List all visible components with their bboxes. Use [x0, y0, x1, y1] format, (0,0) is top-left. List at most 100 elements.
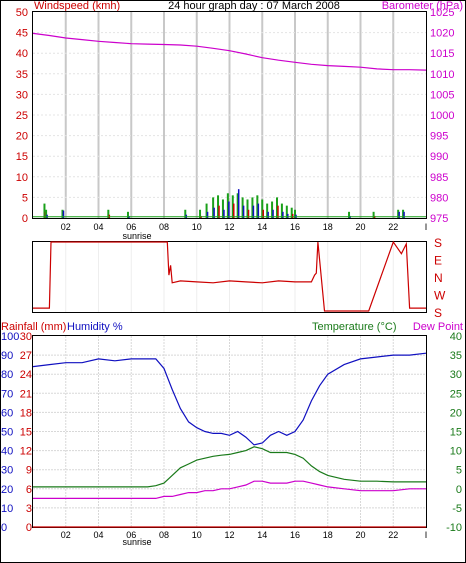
humidity-tick-label: 10: [1, 503, 13, 515]
humidity-tick-label: 90: [1, 350, 13, 362]
humidity-tick-label: 50: [1, 427, 13, 439]
temperature-tick-label: -5: [452, 503, 462, 515]
rain-tick-label: 21: [20, 388, 32, 400]
temperature-tick-label: 20: [450, 407, 462, 419]
wind-tick-label: 40: [16, 48, 28, 60]
time-tick-label: 14: [257, 530, 267, 540]
rain-tick-label: 24: [20, 369, 32, 381]
time-tick-label: 12: [224, 222, 234, 232]
humidity-tick-label: 20: [1, 484, 13, 496]
time-tick-label: 04: [93, 222, 103, 232]
baro-axis-title: Barometer (hPa): [382, 0, 463, 12]
time-tick-label: 06: [126, 530, 136, 540]
wind-tick-label: 10: [16, 172, 28, 184]
time-tick-label: I: [425, 222, 428, 232]
baro-tick-label: 1010: [430, 69, 454, 81]
humidity-tick-label: 40: [1, 446, 13, 458]
time-tick-label: 16: [290, 530, 300, 540]
temperature-tick-label: -10: [446, 522, 462, 534]
baro-tick-label: 1020: [430, 28, 454, 40]
humidity-axis-title: Humidity %: [67, 321, 123, 333]
wind-tick-label: 35: [16, 69, 28, 81]
humidity-tick-label: 60: [1, 407, 13, 419]
humidity-tick-label: 0: [1, 522, 7, 534]
baro-tick-label: 1015: [430, 48, 454, 60]
rain-tick-label: 30: [20, 331, 32, 343]
temperature-tick-label: 15: [450, 427, 462, 439]
time-tick-label: 02: [61, 530, 71, 540]
baro-tick-label: 1025: [430, 7, 454, 19]
humidity-tick-label: 80: [1, 369, 13, 381]
temperature-tick-label: 35: [450, 350, 462, 362]
baro-tick-label: 1000: [430, 110, 454, 122]
graph-title: 24 hour graph day : 07 March 2008: [168, 0, 340, 12]
rain-tick-label: 6: [26, 484, 32, 496]
rain-tick-label: 27: [20, 350, 32, 362]
time-tick-label: 14: [257, 222, 267, 232]
baro-tick-label: 975: [430, 213, 448, 225]
time-tick-label: 04: [93, 530, 103, 540]
humidity-tick-label: 100: [1, 331, 19, 343]
temperature-tick-label: 5: [456, 465, 462, 477]
dewpoint-line: [33, 480, 426, 499]
temperature-tick-label: 40: [450, 331, 462, 343]
sunrise-label-bottom: sunrise: [122, 537, 151, 547]
temperature-tick-label: 25: [450, 388, 462, 400]
baro-tick-label: 995: [430, 131, 448, 143]
temperature-tick-label: 0: [456, 484, 462, 496]
humidity-line: [32, 352, 427, 446]
wind-axis-title: Windspeed (kmh): [34, 0, 120, 12]
time-tick-label: 16: [290, 222, 300, 232]
sunrise-label-top: sunrise: [122, 231, 151, 241]
direction-tick-label: S: [434, 236, 442, 250]
rainfall-axis-title: Rainfall (mm): [1, 321, 66, 333]
time-tick-label: 10: [192, 530, 202, 540]
direction-line: [33, 240, 426, 312]
wind-tick-label: 0: [22, 213, 28, 225]
time-tick-label: I: [425, 530, 428, 540]
time-tick-label: 22: [388, 530, 398, 540]
direction-tick-label: E: [434, 254, 442, 268]
time-tick-label: 10: [192, 222, 202, 232]
time-tick-label: 18: [323, 530, 333, 540]
humidity-tick-label: 30: [1, 465, 13, 477]
temperature-line: [33, 446, 426, 488]
rain-tick-label: 18: [20, 407, 32, 419]
rain-tick-label: 3: [26, 503, 32, 515]
wind-tick-label: 45: [16, 28, 28, 40]
time-tick-label: 20: [355, 222, 365, 232]
baro-tick-label: 985: [430, 172, 448, 184]
wind-tick-label: 50: [16, 7, 28, 19]
time-tick-label: 08: [159, 530, 169, 540]
time-tick-label: 22: [388, 222, 398, 232]
wind-tick-label: 30: [16, 89, 28, 101]
direction-tick-label: W: [434, 289, 446, 303]
rain-tick-label: 12: [20, 446, 32, 458]
direction-panel: [32, 241, 427, 313]
temperature-axis-title: Temperature (°C): [312, 321, 396, 333]
barometer-line: [32, 32, 427, 71]
direction-tick-label: N: [434, 271, 443, 285]
baro-tick-label: 990: [430, 151, 448, 163]
wind-tick-label: 15: [16, 151, 28, 163]
time-tick-label: 20: [355, 530, 365, 540]
wind-tick-label: 20: [16, 131, 28, 143]
humidity-tick-label: 70: [1, 388, 13, 400]
wind-tick-label: 25: [16, 110, 28, 122]
rain-tick-label: 0: [26, 522, 32, 534]
time-tick-label: 08: [159, 222, 169, 232]
temperature-tick-label: 30: [450, 369, 462, 381]
wind-tick-label: 5: [22, 192, 28, 204]
direction-tick-label: S: [434, 306, 442, 320]
dewpoint-axis-title: Dew Point: [413, 321, 463, 333]
wind-panel: [32, 11, 427, 219]
rain-tick-label: 15: [20, 427, 32, 439]
temperature-tick-label: 10: [450, 446, 462, 458]
baro-tick-label: 1005: [430, 89, 454, 101]
time-tick-label: 02: [61, 222, 71, 232]
rain-tick-label: 9: [26, 465, 32, 477]
time-tick-label: 12: [224, 530, 234, 540]
time-tick-label: 18: [323, 222, 333, 232]
time-tick-label: 06: [126, 222, 136, 232]
